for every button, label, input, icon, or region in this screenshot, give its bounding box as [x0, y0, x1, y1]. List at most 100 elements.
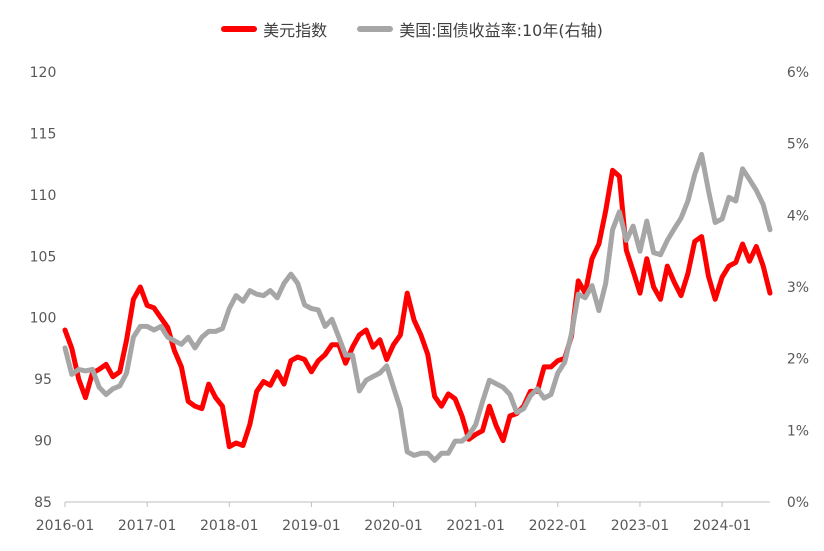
- data-point-treasury-10y: [687, 201, 688, 202]
- data-point-treasury-10y: [509, 394, 510, 395]
- data-point-treasury-10y: [85, 370, 86, 371]
- x-tick-label: 2024-01: [693, 518, 752, 534]
- data-point-treasury-10y: [414, 455, 415, 456]
- data-point-treasury-10y: [140, 326, 141, 327]
- y-left-tick-label: 100: [30, 311, 57, 327]
- data-point-usd-index: [674, 282, 675, 283]
- data-point-usd-index: [65, 330, 66, 331]
- data-point-usd-index: [147, 305, 148, 306]
- data-point-usd-index: [578, 280, 579, 281]
- series-line-treasury-10y[interactable]: [62, 151, 773, 463]
- data-point-treasury-10y: [674, 228, 675, 229]
- data-point-usd-index: [770, 293, 771, 294]
- data-point-usd-index: [646, 258, 647, 259]
- data-point-treasury-10y: [133, 337, 134, 338]
- data-point-usd-index: [386, 359, 387, 360]
- data-point-usd-index: [270, 385, 271, 386]
- data-point-treasury-10y: [516, 412, 517, 413]
- data-point-treasury-10y: [249, 290, 250, 291]
- data-point-treasury-10y: [640, 251, 641, 252]
- x-tick-label: 2018-01: [200, 518, 259, 534]
- data-point-usd-index: [249, 424, 250, 425]
- x-tick-label: 2022-01: [529, 518, 588, 534]
- data-point-treasury-10y: [379, 373, 380, 374]
- y-right-tick-label: 3%: [787, 280, 809, 296]
- data-point-treasury-10y: [441, 453, 442, 454]
- data-point-treasury-10y: [728, 197, 729, 198]
- data-point-treasury-10y: [366, 380, 367, 381]
- data-point-treasury-10y: [448, 453, 449, 454]
- x-tick-label: 2021-01: [446, 518, 505, 534]
- x-tick-label: 2019-01: [282, 518, 341, 534]
- series-layer: [62, 151, 773, 463]
- data-point-treasury-10y: [544, 398, 545, 399]
- data-point-treasury-10y: [270, 290, 271, 291]
- data-point-usd-index: [133, 299, 134, 300]
- y-right-tick-label: 1%: [787, 423, 809, 439]
- x-tick-label: 2016-01: [36, 518, 95, 534]
- data-point-usd-index: [359, 334, 360, 335]
- legend-label-treasury-10y: 美国:国债收益率:10年(右轴): [399, 21, 603, 40]
- data-point-treasury-10y: [243, 301, 244, 302]
- data-point-usd-index: [263, 381, 264, 382]
- data-point-usd-index: [352, 347, 353, 348]
- data-point-usd-index: [160, 317, 161, 318]
- y-right-tick-label: 6%: [787, 65, 809, 81]
- data-point-usd-index: [701, 236, 702, 237]
- y-left-tick-label: 105: [30, 249, 57, 265]
- data-point-treasury-10y: [633, 226, 634, 227]
- data-point-treasury-10y: [551, 394, 552, 395]
- data-point-treasury-10y: [612, 229, 613, 230]
- data-point-treasury-10y: [277, 297, 278, 298]
- data-point-treasury-10y: [325, 326, 326, 327]
- data-point-usd-index: [229, 446, 230, 447]
- series-line-usd-index[interactable]: [62, 167, 773, 450]
- data-point-usd-index: [448, 393, 449, 394]
- data-point-treasury-10y: [359, 390, 360, 391]
- data-point-treasury-10y: [201, 337, 202, 338]
- data-point-usd-index: [722, 277, 723, 278]
- data-point-treasury-10y: [619, 211, 620, 212]
- legend-item-treasury-10y[interactable]: 美国:国债收益率:10年(右轴): [357, 17, 603, 41]
- data-point-usd-index: [256, 391, 257, 392]
- y-left-tick-label: 120: [30, 65, 57, 81]
- data-point-treasury-10y: [585, 297, 586, 298]
- data-point-usd-index: [592, 258, 593, 259]
- data-point-treasury-10y: [598, 310, 599, 311]
- data-point-treasury-10y: [455, 441, 456, 442]
- data-point-treasury-10y: [489, 380, 490, 381]
- data-point-treasury-10y: [119, 385, 120, 386]
- data-point-usd-index: [215, 397, 216, 398]
- data-point-treasury-10y: [420, 453, 421, 454]
- legend-label-usd-index: 美元指数: [263, 21, 328, 40]
- data-point-treasury-10y: [160, 326, 161, 327]
- legend-item-usd-index[interactable]: 美元指数: [221, 17, 327, 41]
- data-point-treasury-10y: [147, 326, 148, 327]
- data-point-usd-index: [455, 398, 456, 399]
- data-point-usd-index: [290, 360, 291, 361]
- data-point-treasury-10y: [482, 401, 483, 402]
- y-right-tick-label: 2%: [787, 352, 809, 368]
- data-point-usd-index: [482, 430, 483, 431]
- data-point-usd-index: [311, 371, 312, 372]
- data-point-treasury-10y: [208, 331, 209, 332]
- data-point-treasury-10y: [722, 218, 723, 219]
- data-point-treasury-10y: [407, 451, 408, 452]
- data-point-treasury-10y: [373, 376, 374, 377]
- data-point-usd-index: [708, 275, 709, 276]
- legend-swatch-usd-index: [221, 26, 258, 32]
- data-point-treasury-10y: [578, 294, 579, 295]
- data-point-treasury-10y: [468, 435, 469, 436]
- data-point-usd-index: [331, 344, 332, 345]
- data-point-treasury-10y: [626, 240, 627, 241]
- data-point-treasury-10y: [708, 190, 709, 191]
- data-point-usd-index: [557, 360, 558, 361]
- data-point-usd-index: [728, 266, 729, 267]
- x-tick-label: 2020-01: [364, 518, 423, 534]
- y-right-tick-label: 0%: [787, 495, 809, 511]
- y-right-tick-label: 5%: [787, 137, 809, 153]
- data-point-treasury-10y: [352, 355, 353, 356]
- data-point-treasury-10y: [188, 337, 189, 338]
- data-point-usd-index: [756, 246, 757, 247]
